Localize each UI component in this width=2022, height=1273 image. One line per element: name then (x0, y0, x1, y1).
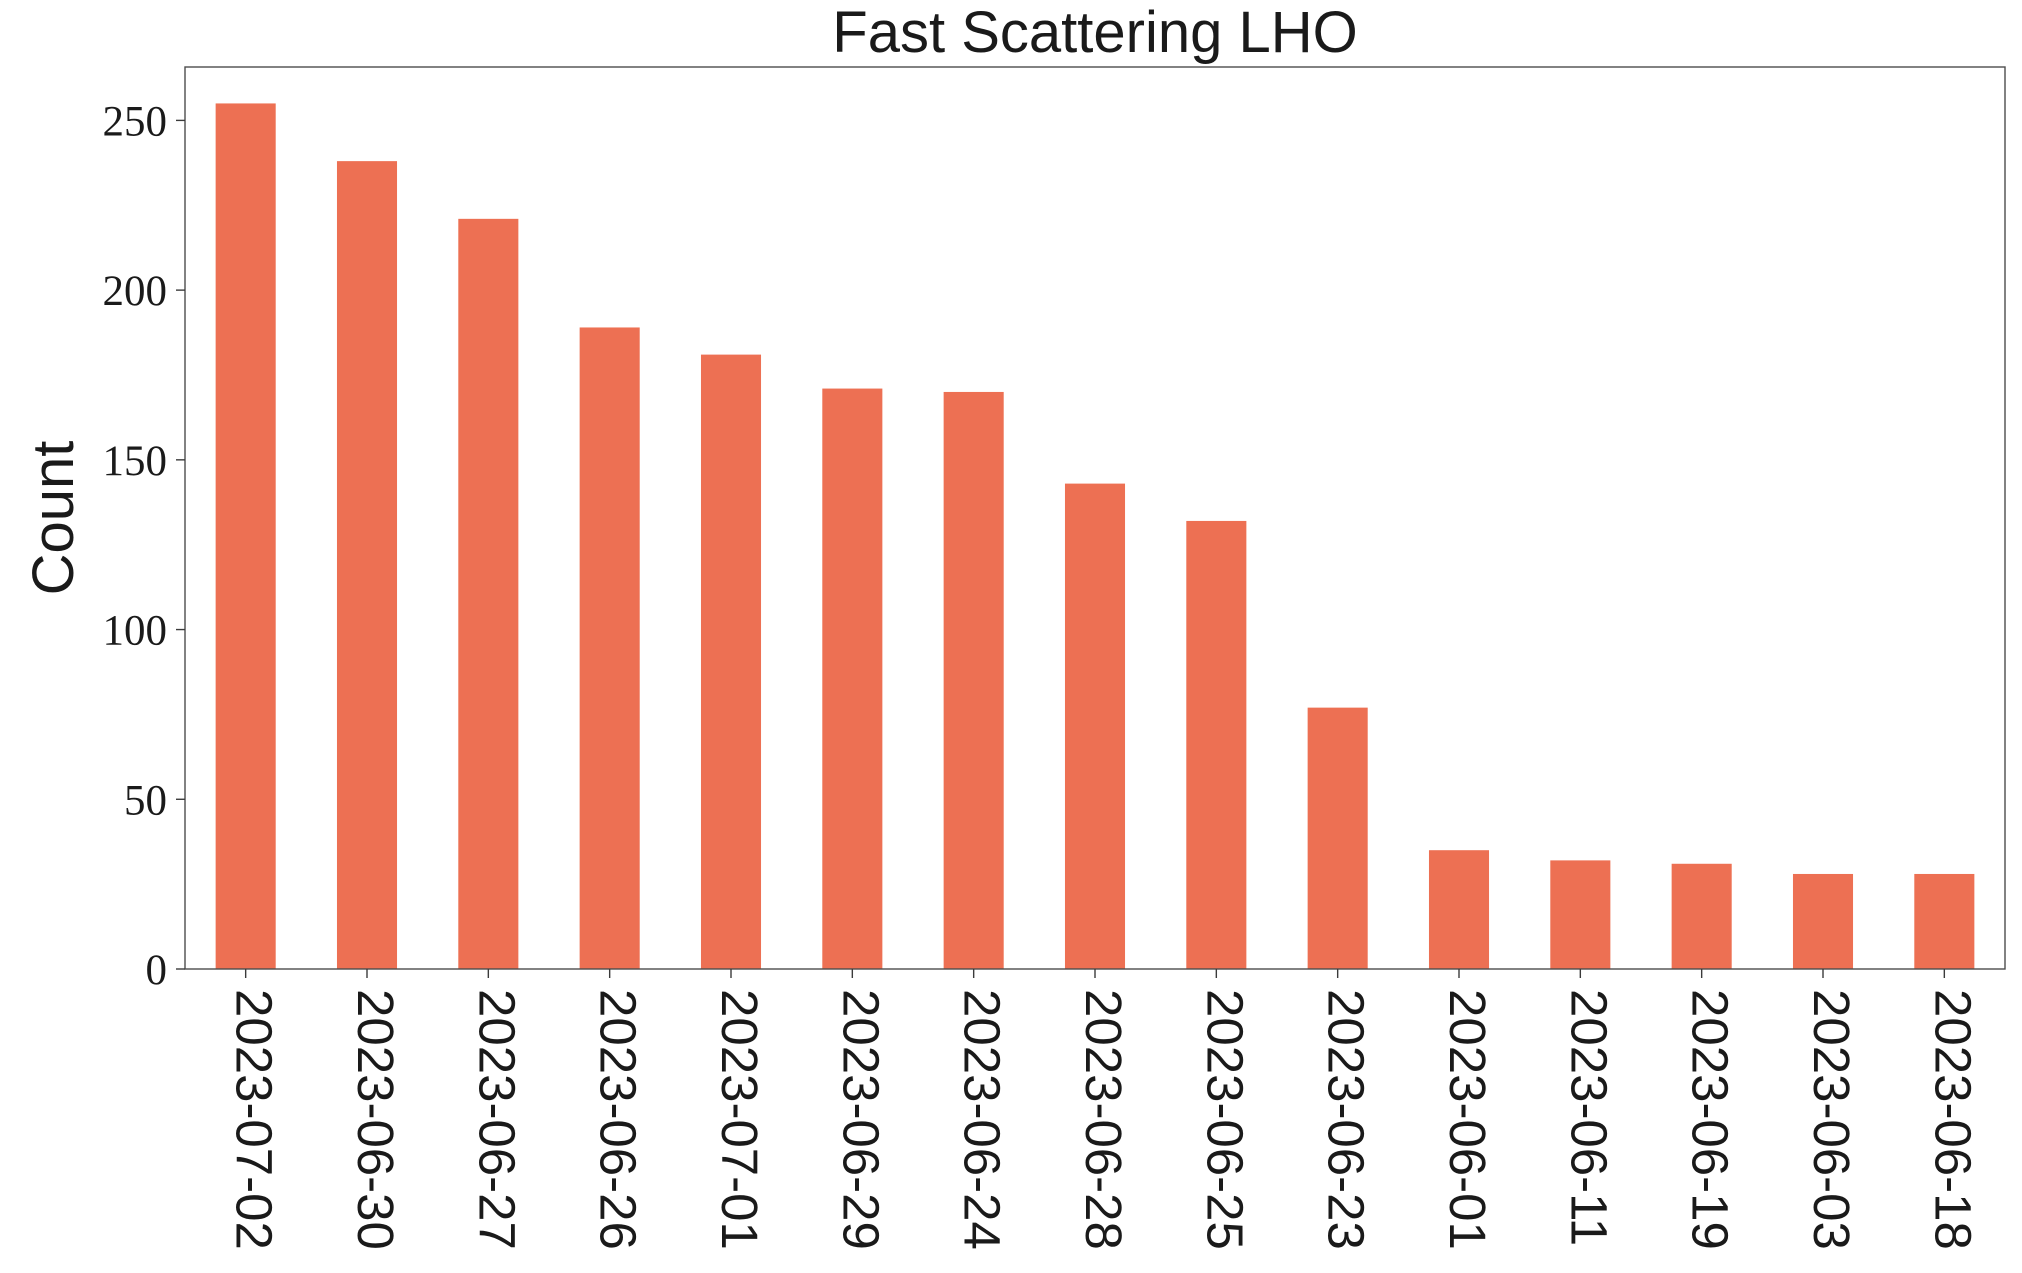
svg-text:2023-06-18: 2023-06-18 (1924, 989, 1981, 1250)
svg-text:200: 200 (103, 268, 168, 315)
svg-text:2023-07-01: 2023-07-01 (711, 989, 768, 1250)
svg-text:100: 100 (103, 608, 168, 655)
svg-text:2023-07-02: 2023-07-02 (226, 989, 283, 1250)
svg-text:2023-06-29: 2023-06-29 (832, 989, 889, 1250)
svg-text:2023-06-24: 2023-06-24 (954, 989, 1011, 1250)
svg-text:2023-06-03: 2023-06-03 (1803, 989, 1860, 1250)
svg-text:0: 0 (146, 947, 168, 994)
svg-text:2023-06-11: 2023-06-11 (1560, 989, 1617, 1246)
svg-text:250: 250 (103, 98, 168, 145)
svg-text:Count: Count (21, 441, 86, 596)
svg-text:2023-06-30: 2023-06-30 (347, 989, 404, 1250)
svg-text:2023-06-28: 2023-06-28 (1075, 989, 1132, 1250)
svg-text:2023-06-01: 2023-06-01 (1439, 989, 1496, 1250)
svg-text:2023-06-25: 2023-06-25 (1196, 989, 1253, 1250)
svg-text:150: 150 (103, 438, 168, 485)
svg-text:2023-06-19: 2023-06-19 (1682, 989, 1739, 1250)
svg-text:2023-06-26: 2023-06-26 (590, 989, 647, 1250)
svg-text:2023-06-27: 2023-06-27 (468, 989, 525, 1250)
svg-text:50: 50 (124, 777, 167, 824)
svg-text:Fast Scattering LHO: Fast Scattering LHO (832, 0, 1357, 65)
svg-text:2023-06-23: 2023-06-23 (1318, 989, 1375, 1250)
